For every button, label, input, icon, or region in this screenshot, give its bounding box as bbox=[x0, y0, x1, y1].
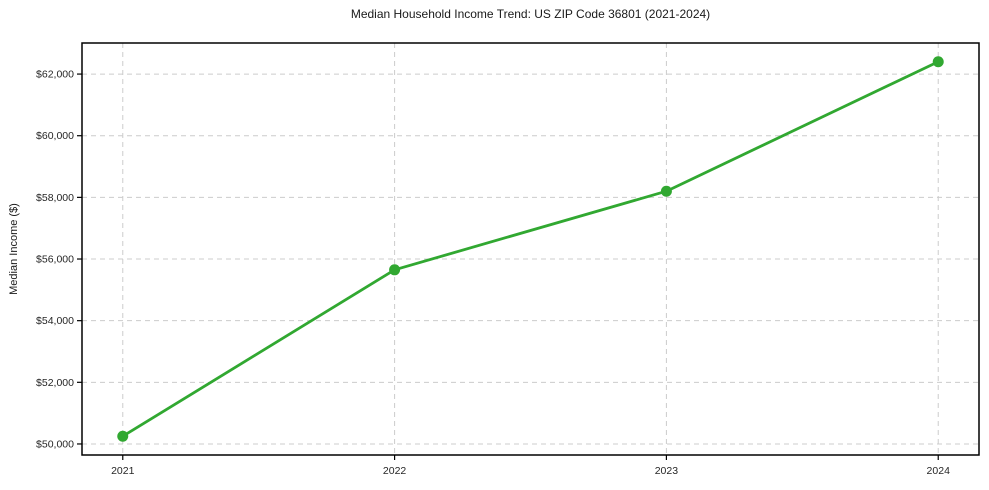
data-point-2023 bbox=[660, 185, 672, 197]
y-tick-label: $62,000 bbox=[36, 69, 74, 81]
plot-border bbox=[81, 42, 980, 456]
y-tick-label: $50,000 bbox=[36, 438, 74, 450]
y-tick-label: $54,000 bbox=[36, 315, 74, 327]
y-tick-label: $58,000 bbox=[36, 192, 74, 204]
x-tick-label: 2022 bbox=[383, 465, 407, 477]
chart-title: Median Household Income Trend: US ZIP Co… bbox=[350, 7, 711, 21]
x-tick-label: 2021 bbox=[111, 465, 135, 477]
data-point-2022 bbox=[389, 264, 401, 276]
trend-line bbox=[121, 60, 940, 438]
x-tick-label: 2023 bbox=[655, 465, 679, 477]
y-tick-label: $56,000 bbox=[36, 254, 74, 266]
data-point-2024 bbox=[932, 56, 944, 68]
y-tick-label: $52,000 bbox=[36, 377, 74, 389]
y-tick-label: $60,000 bbox=[36, 130, 74, 142]
x-tick-label: 2024 bbox=[927, 465, 951, 477]
data-point-2021 bbox=[117, 430, 129, 442]
